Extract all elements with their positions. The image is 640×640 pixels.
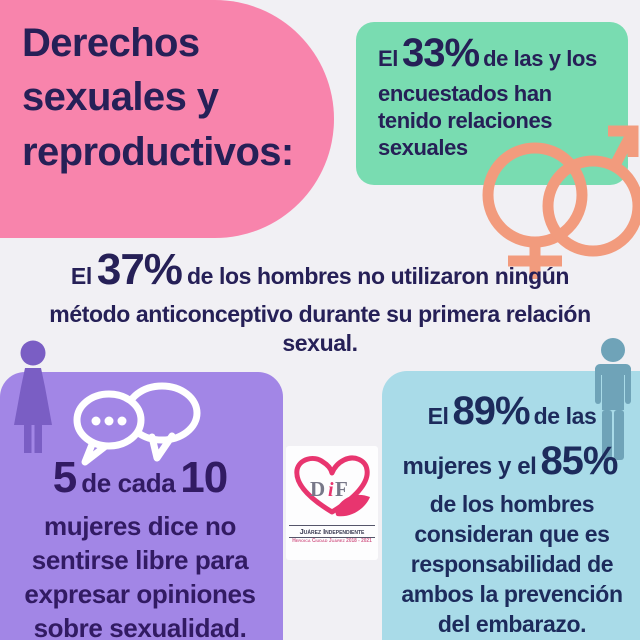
title-banner: Derechos sexuales y reproductivos: — [0, 0, 334, 238]
stat-intro: El — [378, 46, 398, 71]
stat-line: de las — [533, 403, 597, 429]
hand-shape — [335, 494, 370, 517]
stat-percent-89: 89% — [452, 389, 531, 433]
stat-line: de las y los — [483, 46, 597, 71]
stat-intro: El — [70, 263, 92, 289]
stat-line: mujeres y el — [402, 453, 537, 480]
stat-card-sexual-relations-text: El 33% de las y los encuestados han tenido… — [356, 22, 628, 161]
stat-card-pregnancy-responsibility-text: El 89% de las mujeres y el 85% de los hombr… — [388, 388, 636, 639]
stat-line: mujeres dice no — [44, 511, 236, 541]
stat-line: responsabilidad de — [410, 551, 614, 577]
chat-dot — [104, 416, 114, 426]
stat-line: del embarazo. — [437, 611, 587, 637]
chat-dot — [117, 416, 127, 426]
page-title: Derechos sexuales y reproductivos: — [22, 21, 294, 174]
male-symbol-arrowhead — [608, 125, 639, 157]
gender-symbols-icon — [482, 125, 640, 279]
stat-card-pregnancy-responsibility — [382, 371, 640, 640]
male-symbol-circle — [542, 155, 640, 257]
logo-org-name: Juárez Independiente — [289, 525, 375, 538]
stat-percent-37: 37% — [96, 245, 183, 294]
stat-contraception: El 37% de los hombres no utilizaron ningún… — [12, 246, 628, 358]
logo-subtitle: Heroica Ciudad Juárez 2018 - 2021 — [292, 538, 372, 544]
stat-line: tenido relaciones — [378, 108, 553, 133]
stat-line: sobre sexualidad. — [33, 613, 247, 640]
stat-number-5: 5 — [52, 453, 78, 502]
stat-card-women-opinions-text: 5 de cada 10 mujeres dice no sentirse libr… — [2, 452, 278, 640]
dif-logo: D i F Juárez Independiente Heroica Ciuda… — [286, 446, 378, 560]
stat-line: de los hombres — [429, 491, 595, 517]
chat-dot — [91, 416, 101, 426]
stat-line: encuestados han — [378, 81, 552, 106]
chat-bubble-right-tail — [148, 432, 176, 462]
logo-acronym-f: F — [335, 477, 348, 501]
man-silhouette-icon — [595, 338, 631, 460]
stat-line: sexuales — [378, 135, 468, 160]
heart-outline — [294, 455, 370, 515]
logo-acronym-i: i — [328, 479, 334, 501]
stat-line: ambos la prevención — [401, 581, 623, 607]
stat-line: consideran que es — [414, 521, 610, 547]
stat-line: sentirse libre para — [31, 545, 249, 575]
stat-line: de los hombres no utilizaron ningún — [186, 263, 570, 289]
stat-line: de cada — [81, 468, 176, 498]
stat-intro: El — [427, 403, 449, 429]
stat-line: expresar opiniones — [24, 579, 256, 609]
heart-hand-icon: D i F — [294, 455, 370, 517]
stat-line: sexual. — [282, 330, 358, 356]
woman-silhouette-icon — [14, 340, 52, 453]
stat-percent-33: 33% — [402, 31, 480, 75]
stat-number-10: 10 — [180, 453, 228, 502]
stat-card-sexual-relations: El 33% de las y los encuestados han tenido… — [356, 22, 628, 185]
chat-bubbles-icon — [73, 382, 201, 466]
stat-line: método anticonceptivo durante su primera… — [49, 301, 591, 327]
stat-percent-85: 85% — [540, 439, 618, 483]
female-symbol-circle — [482, 142, 588, 248]
logo-acronym-d: D — [310, 477, 325, 501]
